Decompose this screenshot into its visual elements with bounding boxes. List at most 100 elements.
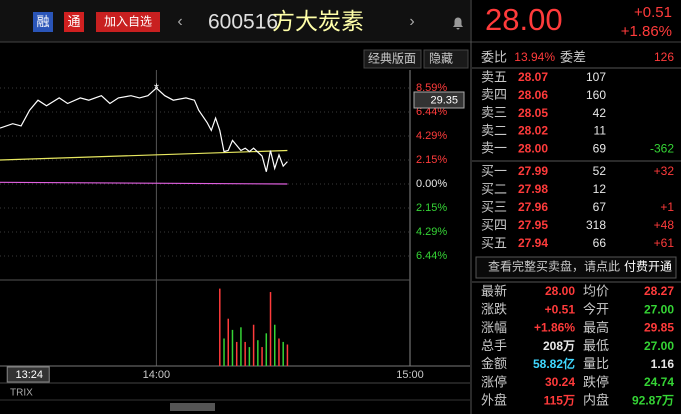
stat-label: 均价: [583, 283, 609, 298]
book-volume: 11: [594, 124, 607, 138]
stat-value: 29.85: [644, 321, 674, 335]
book-level: 卖三: [481, 105, 507, 120]
stat-value: 208万: [543, 339, 575, 353]
stat-value: 92.87万: [632, 393, 674, 407]
upsell-box[interactable]: [475, 256, 677, 279]
book-volume: 42: [593, 106, 607, 120]
y-tick-label: 0.00%: [416, 178, 447, 190]
index-line: [0, 181, 288, 185]
stat-value: 28.00: [545, 284, 575, 298]
book-volume: 107: [586, 70, 606, 84]
book-volume: 318: [586, 218, 606, 232]
y-tick-label: 4.29%: [416, 226, 447, 238]
stat-label: 内盘: [583, 393, 609, 408]
y-tick-label: 8.59%: [416, 82, 447, 94]
average-line: [0, 149, 288, 161]
book-volume: 12: [593, 182, 607, 196]
stat-value: 1.16: [651, 357, 675, 371]
stat-value: 115万: [544, 393, 575, 407]
price-line: [0, 87, 288, 172]
price-change: +0.51: [634, 4, 672, 21]
book-price: 27.95: [518, 218, 548, 232]
stat-label: 金额: [481, 356, 507, 371]
y-tick-label: 6.44%: [416, 250, 447, 262]
book-level: 卖二: [481, 123, 507, 138]
book-level: 买三: [481, 199, 507, 214]
book-change: +48: [654, 218, 675, 232]
stat-label: 最高: [583, 320, 609, 335]
badge-label: 融: [36, 14, 49, 29]
book-level: 卖一: [481, 141, 507, 156]
ratio-value: 13.94%: [514, 50, 555, 64]
badge[interactable]: [64, 12, 84, 32]
add-watchlist-label: 加入自选: [104, 15, 152, 29]
book-change: +61: [654, 236, 675, 250]
stat-label: 涨停: [481, 374, 507, 389]
stat-label: 涨幅: [481, 320, 507, 335]
prev-arrow[interactable]: ‹: [177, 13, 182, 30]
stock-code: 600516: [208, 11, 278, 34]
stat-label: 最新: [481, 283, 507, 298]
scroll-thumb[interactable]: [170, 403, 215, 411]
y-tick-label: 2.15%: [416, 154, 447, 166]
layout-button[interactable]: [363, 49, 422, 69]
cursor-price: 29.35: [430, 94, 458, 106]
hide-button[interactable]: [423, 49, 469, 69]
upsell-link[interactable]: 付费开通: [624, 260, 672, 274]
indicator-label: TRIX: [10, 388, 33, 399]
diff-label: 委差: [560, 49, 586, 64]
last-price: 28.00: [485, 2, 563, 37]
stat-value: 30.24: [545, 375, 575, 389]
book-price: 27.98: [518, 182, 548, 196]
y-tick-label: 2.15%: [416, 202, 447, 214]
book-price: 28.02: [518, 124, 548, 138]
book-volume: 66: [593, 236, 607, 250]
book-price: 28.06: [518, 88, 548, 102]
peak-marker: *: [154, 81, 159, 96]
book-change: +1: [660, 200, 674, 214]
book-price: 28.07: [518, 70, 548, 84]
x-tick-label: 15:00: [396, 369, 424, 381]
stat-label: 最低: [583, 338, 609, 353]
stat-label: 跌停: [583, 374, 609, 389]
stat-value: 27.00: [644, 339, 674, 353]
stat-value: +1.86%: [534, 321, 575, 335]
stat-value: 28.27: [644, 284, 674, 298]
book-level: 卖四: [481, 87, 507, 102]
stat-label: 总手: [481, 338, 507, 353]
badge-label: 通: [67, 14, 80, 29]
upsell-text: 查看完整买卖盘，请点此: [488, 259, 620, 274]
x-tick-label: 14:00: [143, 369, 171, 381]
layout-label: 经典版面: [368, 52, 416, 66]
book-level: 买四: [481, 217, 507, 232]
badge[interactable]: [33, 12, 53, 32]
next-arrow[interactable]: ›: [409, 13, 414, 30]
stat-label: 涨跌: [481, 302, 507, 317]
stat-value: 24.74: [644, 375, 674, 389]
book-volume: 160: [586, 88, 606, 102]
diff-value: 126: [654, 50, 674, 64]
book-price: 28.00: [518, 141, 548, 155]
price-change-pct: +1.86%: [621, 23, 672, 40]
stat-value: 27.00: [644, 302, 674, 316]
stat-label: 今开: [583, 302, 609, 317]
stat-value: 58.82亿: [533, 356, 575, 371]
book-price: 27.99: [518, 164, 548, 178]
stat-label: 外盘: [481, 393, 507, 408]
add-watchlist-button[interactable]: [96, 12, 160, 32]
y-tick-label: 4.29%: [416, 130, 447, 142]
book-level: 买二: [481, 181, 507, 196]
stat-value: +0.51: [545, 302, 576, 316]
stat-label: 量比: [583, 356, 609, 371]
book-volume: 52: [593, 164, 607, 178]
alert-icon[interactable]: [453, 17, 463, 30]
ratio-label: 委比: [481, 49, 507, 64]
hide-label: 隐藏: [429, 52, 453, 66]
book-level: 卖五: [481, 69, 507, 84]
book-change: +32: [654, 164, 675, 178]
y-tick-label: 6.44%: [416, 106, 447, 118]
book-volume: 67: [593, 200, 607, 214]
book-volume: 69: [593, 141, 607, 155]
cursor-price-box: [413, 91, 465, 109]
